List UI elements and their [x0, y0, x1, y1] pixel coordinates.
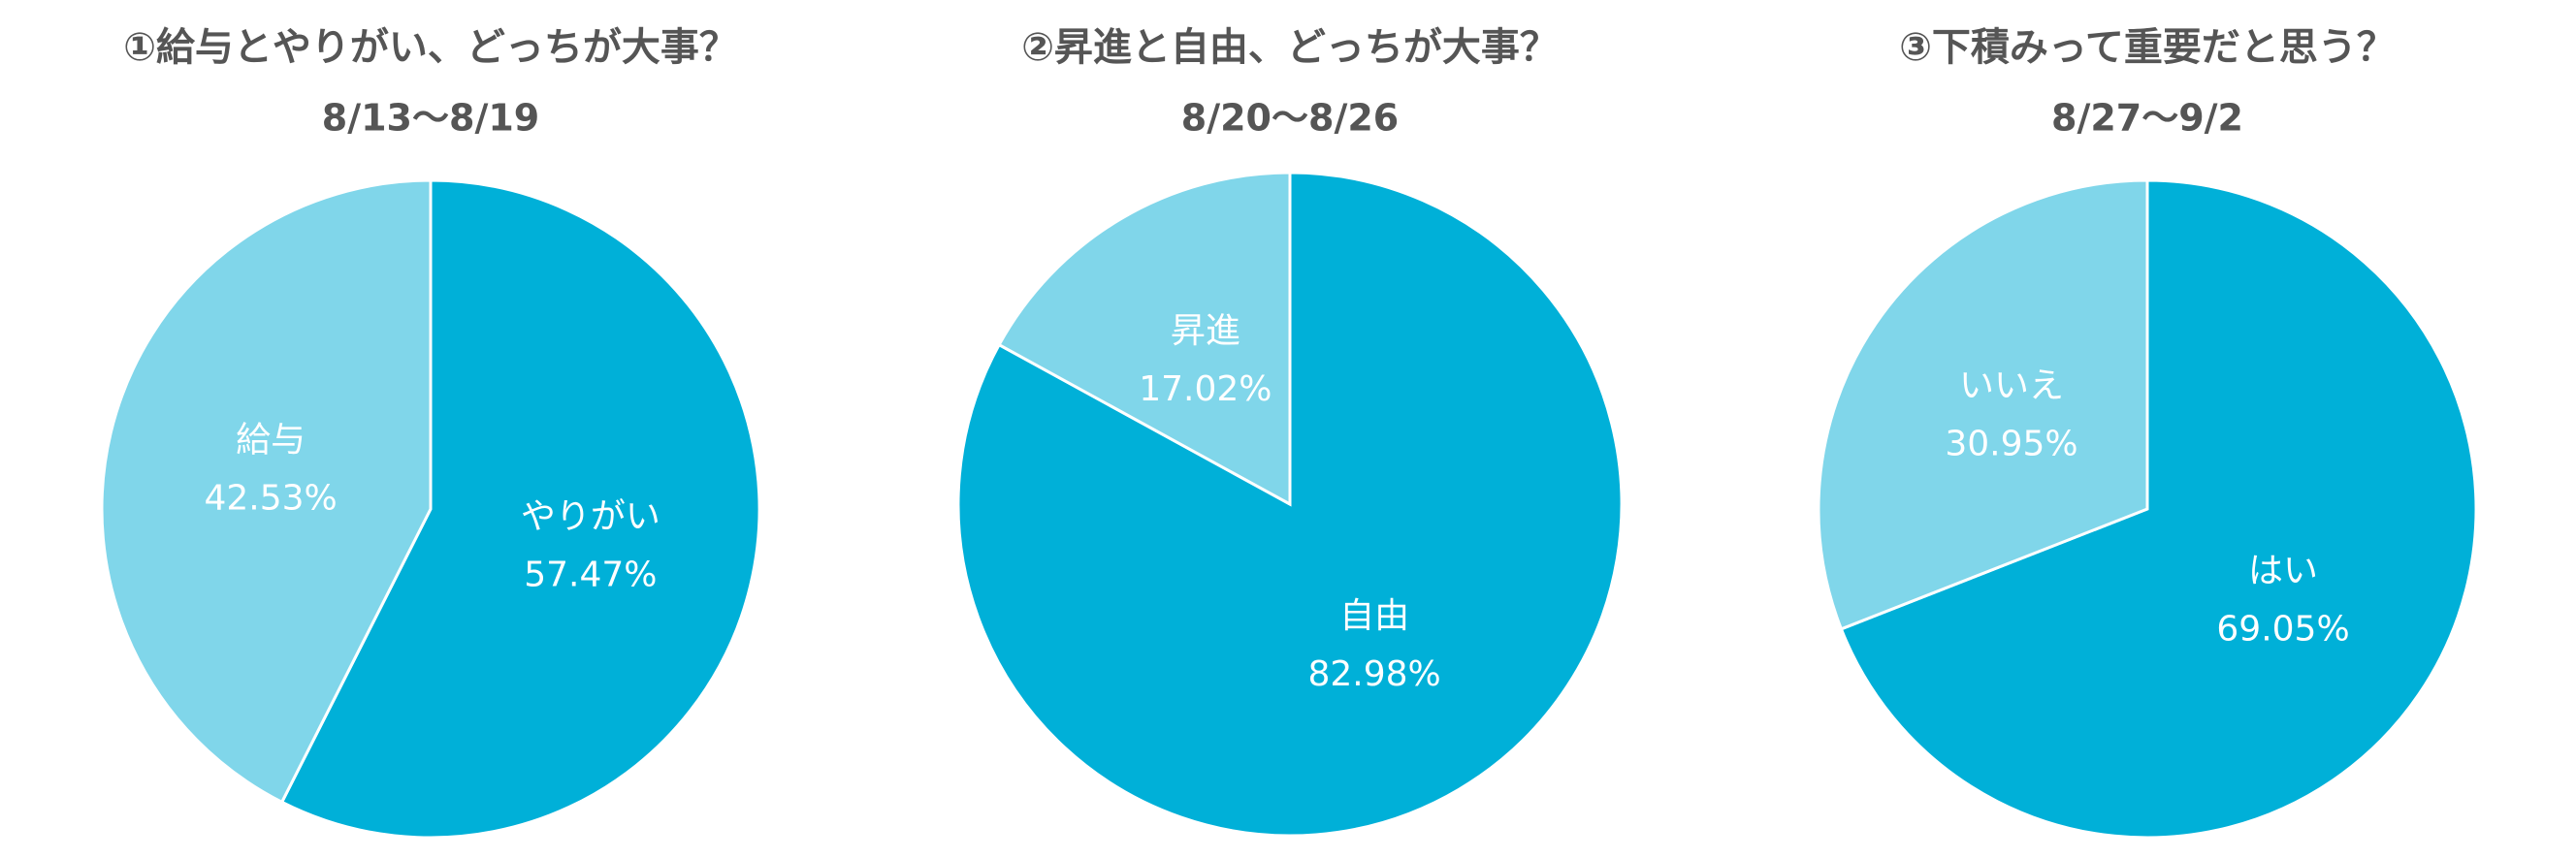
slice-value-label: 82.98%	[1307, 654, 1440, 694]
slice-value-label: 17.02%	[1139, 369, 1272, 409]
slice-label: 昇進	[1171, 311, 1240, 351]
chart-title: ①給与とやりがい、どっちが大事？	[123, 25, 738, 70]
slice-value-label: 57.47%	[524, 555, 657, 594]
pie-slice	[100, 178, 433, 805]
slice-label: はい	[2248, 551, 2318, 590]
slice-value-label: 42.53%	[205, 479, 338, 519]
slice-value-label: 30.95%	[1945, 425, 2077, 464]
pie-slice	[1839, 178, 2478, 840]
pie-slice	[279, 178, 761, 840]
chart-subtitle: 8/13〜8/19	[322, 97, 539, 140]
pie-slice	[1817, 178, 2149, 631]
slice-label: 自由	[1339, 596, 1409, 636]
chart-title: ③下積みって重要だと思う？	[1899, 25, 2396, 70]
slice-label: やりがい	[521, 496, 660, 536]
slice-label: 給与	[236, 421, 306, 461]
chart-title: ②昇進と自由、どっちが大事？	[1021, 25, 1559, 70]
pie-slice	[997, 171, 1292, 507]
chart-subtitle: 8/27〜9/2	[2051, 97, 2243, 140]
chart-subtitle: 8/20〜8/26	[1181, 97, 1399, 140]
slice-label: いいえ	[1959, 366, 2064, 406]
slice-value-label: 69.05%	[2216, 609, 2349, 649]
